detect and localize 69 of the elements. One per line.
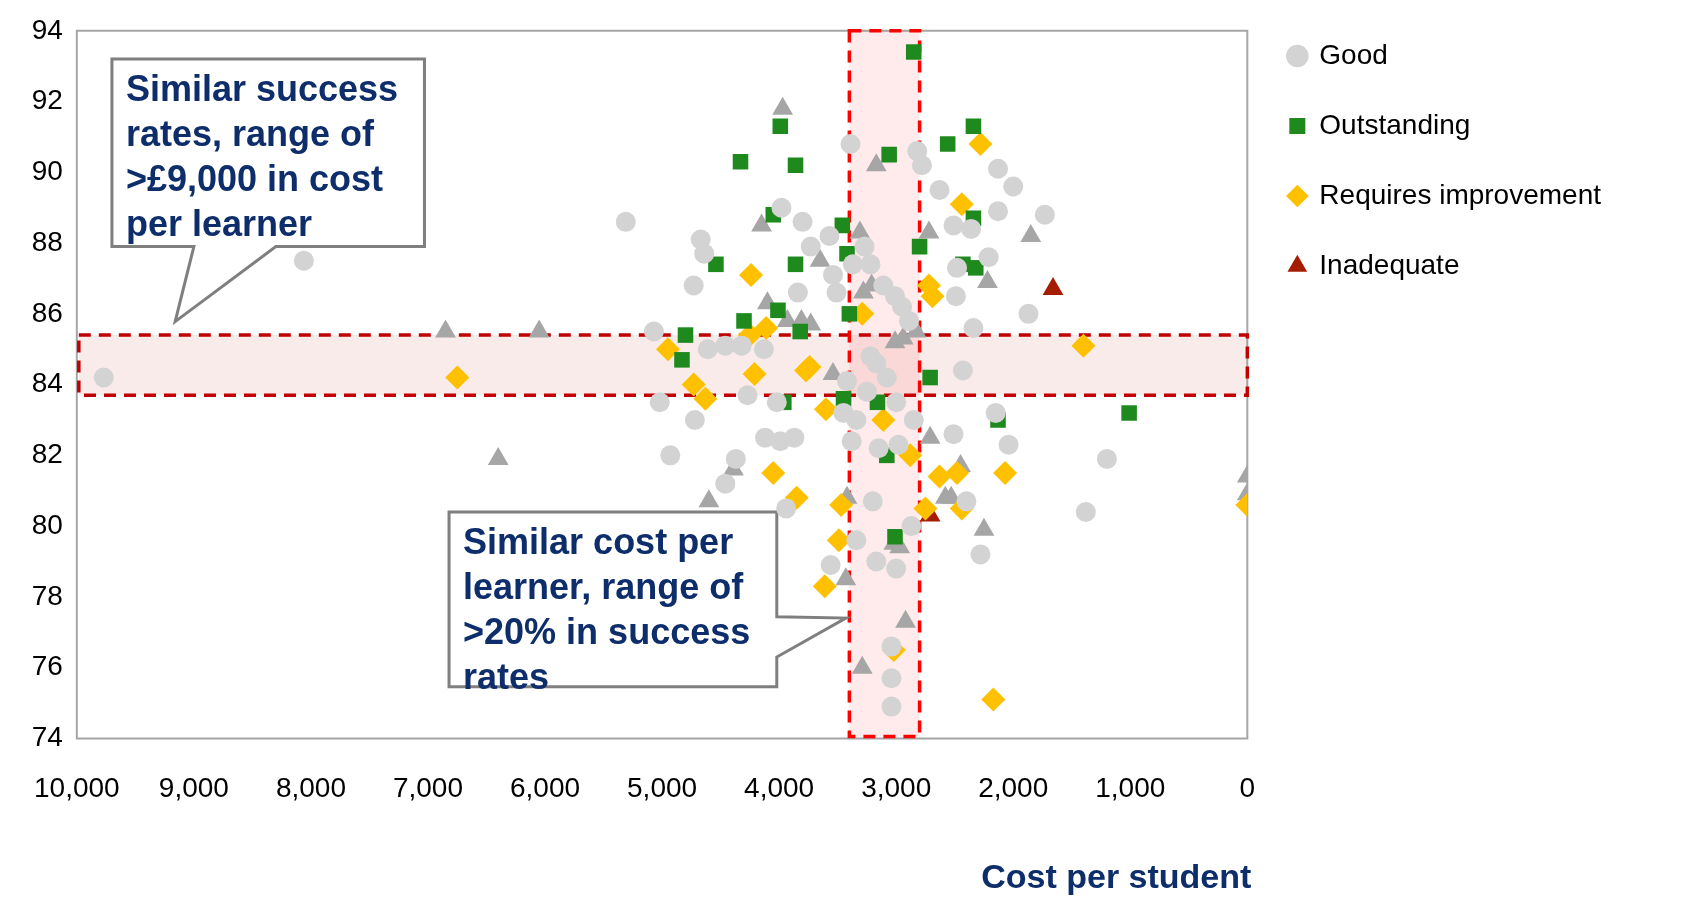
point [1071, 333, 1096, 358]
x-axis-title: Cost per student [981, 857, 1252, 896]
x-tick-label: 5,000 [627, 771, 698, 803]
point [968, 260, 984, 276]
point [792, 323, 808, 340]
point [913, 496, 938, 521]
point [949, 192, 974, 217]
point [829, 492, 854, 517]
y-tick-label: 78 [31, 579, 63, 611]
point [742, 361, 767, 386]
y-tick-label: 94 [31, 13, 63, 45]
legend-label: Outstanding [1319, 108, 1471, 140]
legend-label: Good [1319, 38, 1388, 70]
point [1121, 405, 1137, 421]
x-tick-label: 8,000 [275, 771, 346, 803]
legend-label: Requires improvement [1319, 178, 1602, 210]
point [770, 302, 786, 319]
x-tick-label: 3,000 [861, 771, 932, 803]
x-tick-label: 4,000 [744, 771, 815, 803]
point [887, 528, 903, 545]
legend-label: Inadequate [1319, 248, 1460, 280]
point [939, 136, 956, 152]
y-tick-label: 88 [31, 225, 63, 257]
y-tick-label: 90 [31, 155, 63, 187]
point [981, 687, 1006, 712]
point [736, 313, 752, 329]
point [708, 256, 724, 273]
point [655, 337, 680, 362]
x-tick-label: 9,000 [158, 771, 229, 803]
x-tick-label: 1,000 [1095, 771, 1166, 803]
point [754, 315, 779, 340]
point [693, 386, 718, 411]
point [677, 327, 694, 343]
point [761, 461, 786, 486]
point [922, 369, 938, 386]
point [787, 157, 804, 174]
point [812, 574, 837, 599]
point [787, 256, 804, 273]
point [772, 118, 789, 135]
y-tick-label: 76 [31, 650, 63, 682]
point [681, 372, 706, 397]
point [739, 262, 764, 287]
y-tick-label: 80 [31, 508, 63, 540]
x-tick-label: 7,000 [392, 771, 464, 803]
annotation: Similar success rates, range of >£9,000 in cost per learner [125, 68, 399, 245]
point [445, 365, 470, 390]
x-tick-label: 6,000 [509, 771, 581, 803]
point [965, 118, 982, 135]
y-tick-label: 74 [31, 721, 63, 753]
y-tick-label: 84 [31, 367, 63, 399]
point [813, 397, 838, 422]
point [871, 407, 896, 432]
annotation: Similar cost per learner, range of >20% in success rates [463, 520, 751, 697]
y-tick-label: 92 [31, 84, 63, 116]
point [841, 306, 858, 322]
y-tick-label: 82 [31, 438, 63, 470]
point [905, 44, 922, 60]
point [674, 352, 690, 368]
point [881, 146, 897, 163]
y-tick-label: 86 [31, 296, 63, 328]
x-tick-label: 0 [1239, 771, 1256, 803]
x-tick-label: 2,000 [978, 771, 1049, 803]
point [927, 464, 952, 489]
x-tick-label: 10,000 [34, 771, 120, 803]
point [945, 461, 970, 486]
point [911, 238, 928, 255]
point [993, 461, 1018, 486]
point [732, 153, 749, 170]
point [968, 132, 993, 157]
